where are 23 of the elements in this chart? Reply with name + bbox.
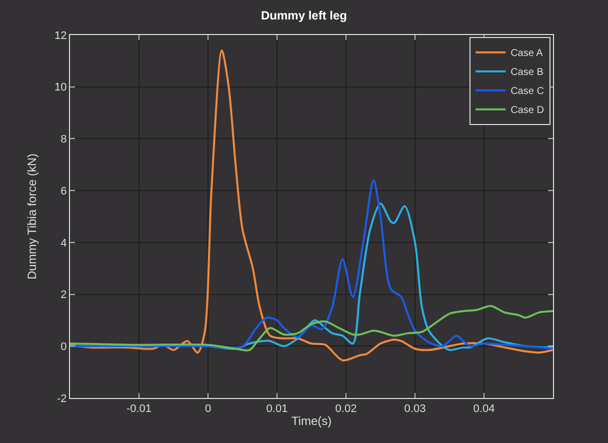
y-tick-label: 8 [60, 134, 67, 146]
line-series [70, 304, 553, 352]
y-tick-label: 6 [60, 185, 67, 198]
x-axis-title: Time(s) [291, 414, 332, 428]
y-tick-label: 4 [60, 237, 67, 250]
y-tick-label: -2 [57, 392, 67, 405]
y-axis-title: Dummy Tibia force (kN) [24, 153, 39, 280]
legend-label: Case A [510, 48, 544, 60]
y-tick-label: 10 [54, 82, 67, 94]
line-series [70, 50, 553, 362]
x-tick-label: 0.01 [266, 403, 288, 416]
x-tick-label: 0.03 [404, 403, 426, 416]
y-tick-label: 0 [60, 340, 67, 353]
x-tick-label: 0 [204, 403, 212, 416]
legend-label: Case D [510, 105, 544, 116]
chart-title: Dummy left leg [260, 8, 348, 22]
y-tick-label: 2 [60, 289, 67, 302]
legend-label: Case B [510, 67, 544, 78]
x-tick-label: 0.04 [473, 403, 495, 416]
x-tick-label: 0.02 [335, 403, 357, 416]
y-tick-label: 12 [54, 30, 67, 42]
x-tick-label: -0.01 [126, 403, 152, 416]
legend-label: Case C [510, 86, 544, 98]
